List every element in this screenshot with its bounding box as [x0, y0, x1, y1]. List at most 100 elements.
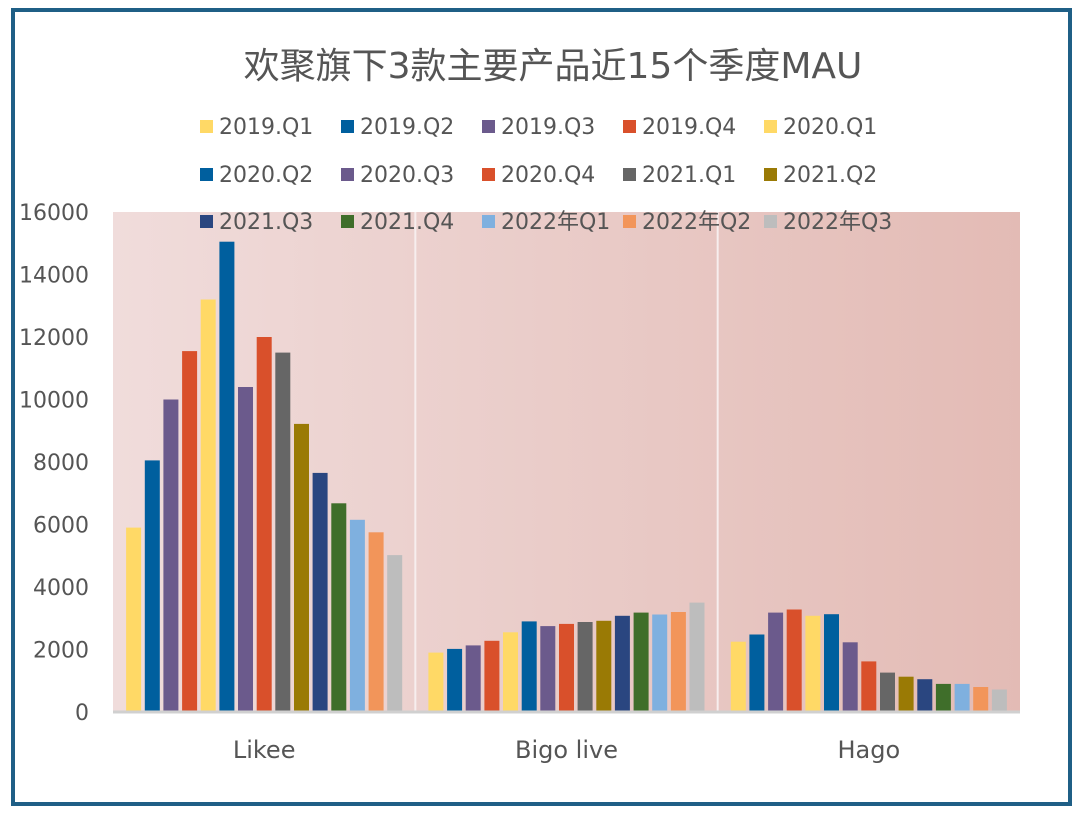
y-tick-label: 16000 — [19, 201, 89, 226]
bar — [256, 337, 272, 712]
bar — [484, 640, 500, 713]
legend-item: 2019.Q3 — [482, 115, 595, 140]
legend-label: 2020.Q2 — [219, 163, 313, 188]
legend-item: 2020.Q4 — [482, 163, 595, 188]
bar — [861, 661, 877, 712]
legend-item: 2021.Q1 — [623, 163, 736, 188]
legend-label: 2021.Q2 — [783, 163, 877, 188]
bar — [349, 519, 365, 712]
bar — [935, 683, 951, 712]
bar — [973, 687, 989, 712]
legend-item: 2021.Q4 — [341, 210, 454, 235]
legend-item: 2020.Q3 — [341, 163, 454, 188]
legend-label: 2020.Q3 — [360, 163, 454, 188]
legend-label: 2020.Q1 — [783, 115, 877, 140]
bar — [898, 676, 914, 712]
legend-item: 2021.Q2 — [764, 163, 877, 188]
bar-chart: 欢聚旗下3款主要产品近15个季度MAU 0 2000 4000 6000 8000 100… — [19, 46, 1020, 764]
legend-item: 2022年Q3 — [764, 210, 892, 235]
bar — [144, 460, 160, 712]
legend-item: 2020.Q2 — [200, 163, 313, 188]
legend-label: 2021.Q4 — [360, 210, 454, 235]
y-tick-label: 8000 — [33, 451, 89, 476]
bar — [749, 634, 765, 712]
legend-label: 2022年Q3 — [783, 210, 892, 235]
bar — [577, 622, 593, 712]
bar — [559, 623, 574, 712]
legend-item: 2020.Q1 — [764, 115, 877, 140]
bar — [954, 683, 970, 712]
legend-item: 2022年Q2 — [623, 210, 751, 235]
legend-item: 2022年Q1 — [482, 210, 610, 235]
legend-swatch — [764, 168, 777, 181]
bar — [633, 612, 649, 712]
legend-item: 2019.Q4 — [623, 115, 736, 140]
bar — [200, 299, 216, 712]
bar — [768, 612, 784, 712]
y-tick-label: 14000 — [19, 264, 89, 289]
bar — [917, 679, 933, 712]
category-label: Likee — [233, 736, 296, 764]
bar — [521, 621, 537, 712]
legend-swatch — [341, 120, 354, 133]
legend-swatch — [623, 120, 636, 133]
legend-swatch — [341, 215, 354, 228]
legend-label: 2019.Q1 — [219, 115, 313, 140]
legend-label: 2020.Q4 — [501, 163, 595, 188]
bar — [182, 351, 198, 712]
legend-label: 2019.Q4 — [642, 115, 736, 140]
bar — [991, 689, 1007, 712]
bar — [786, 609, 802, 712]
legend-label: 2022年Q1 — [501, 210, 610, 235]
legend-swatch — [200, 120, 213, 133]
y-tick-label: 4000 — [33, 576, 89, 601]
chart-frame: 欢聚旗下3款主要产品近15个季度MAU 0 2000 4000 6000 8000 100… — [11, 8, 1072, 806]
bar — [368, 532, 384, 712]
bar — [126, 527, 142, 712]
bar — [689, 602, 705, 712]
bar — [540, 626, 556, 712]
legend-item: 2019.Q2 — [341, 115, 454, 140]
legend-label: 2019.Q3 — [501, 115, 595, 140]
legend-label: 2021.Q1 — [642, 163, 736, 188]
y-tick-label: 2000 — [33, 639, 89, 664]
bar — [238, 387, 253, 712]
legend-swatch — [623, 168, 636, 181]
bar — [275, 352, 291, 712]
bar — [842, 642, 858, 712]
legend-swatch — [623, 215, 636, 228]
chart-title: 欢聚旗下3款主要产品近15个季度MAU — [244, 46, 863, 87]
legend-label: 2019.Q2 — [360, 115, 454, 140]
bar — [730, 641, 746, 712]
bar — [312, 472, 328, 712]
bar — [824, 614, 839, 712]
legend-swatch — [200, 168, 213, 181]
y-tick-label: 0 — [75, 701, 89, 726]
legend-swatch — [200, 215, 213, 228]
legend-swatch — [482, 215, 495, 228]
legend-item: 2019.Q1 — [200, 115, 313, 140]
bar — [163, 399, 179, 712]
legend-label: 2022年Q2 — [642, 210, 751, 235]
bar — [447, 648, 463, 712]
bar — [294, 423, 309, 712]
legend-swatch — [764, 215, 777, 228]
category-label: Bigo live — [515, 736, 618, 764]
bar — [465, 645, 481, 712]
legend-swatch — [764, 120, 777, 133]
legend-swatch — [482, 168, 495, 181]
y-tick-label: 12000 — [19, 326, 89, 351]
bar — [387, 555, 403, 712]
bar — [503, 632, 518, 712]
bar — [219, 241, 235, 712]
bar — [428, 652, 444, 712]
y-tick-label: 10000 — [19, 389, 89, 414]
bar — [652, 614, 668, 712]
category-label: Hago — [837, 736, 900, 764]
legend-label: 2021.Q3 — [219, 210, 313, 235]
bar — [670, 612, 686, 712]
bar — [805, 615, 821, 713]
legend-swatch — [341, 168, 354, 181]
legend-item: 2021.Q3 — [200, 210, 313, 235]
bar — [880, 672, 895, 712]
